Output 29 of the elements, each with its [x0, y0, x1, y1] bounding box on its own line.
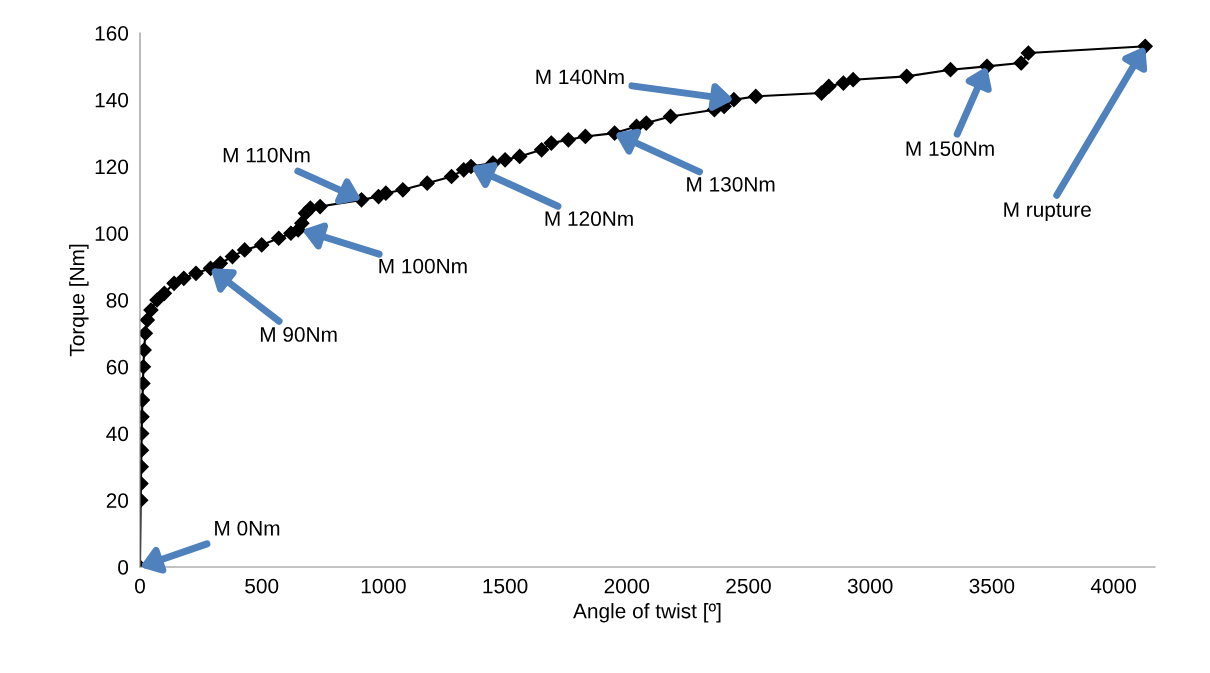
annotation: M 90Nm — [260, 327, 337, 342]
x-axis-title: Angle of twist [º] — [573, 603, 721, 623]
x-tick-label: 3000 — [847, 578, 893, 594]
annotation: M 130Nm — [687, 176, 775, 192]
y-tick-label: 20 — [106, 493, 129, 508]
x-tick-label: 500 — [245, 578, 279, 594]
y-tick-label: 120 — [95, 159, 129, 175]
x-tick-label: 1000 — [361, 578, 406, 594]
y-tick-label: 0 — [118, 560, 129, 575]
annotation: M 120Nm — [545, 211, 633, 227]
annotation: M 100Nm — [379, 258, 467, 274]
x-tick-label: 2000 — [604, 578, 650, 594]
x-tick-label: 2500 — [726, 578, 771, 594]
y-tick-label: 40 — [106, 426, 129, 442]
x-tick-label: 0 — [135, 578, 145, 594]
annotation: M rupture — [1004, 202, 1091, 222]
annotation: M 110Nm — [223, 147, 310, 163]
annotation: M 0Nm — [215, 520, 280, 536]
y-tick-label: 80 — [106, 292, 129, 308]
annotation: M 140Nm — [536, 69, 624, 85]
y-tick-label: 160 — [95, 25, 129, 41]
x-tick-label: 4000 — [1090, 578, 1136, 594]
y-axis-title: Torque [Nm] — [69, 244, 89, 357]
y-tick-label: 140 — [95, 92, 129, 108]
y-tick-label: 100 — [95, 226, 129, 241]
x-tick-label: 1500 — [483, 578, 528, 594]
x-tick-label: 3500 — [969, 578, 1015, 594]
annotation: M 150Nm — [906, 141, 994, 156]
y-tick-label: 60 — [106, 359, 129, 375]
